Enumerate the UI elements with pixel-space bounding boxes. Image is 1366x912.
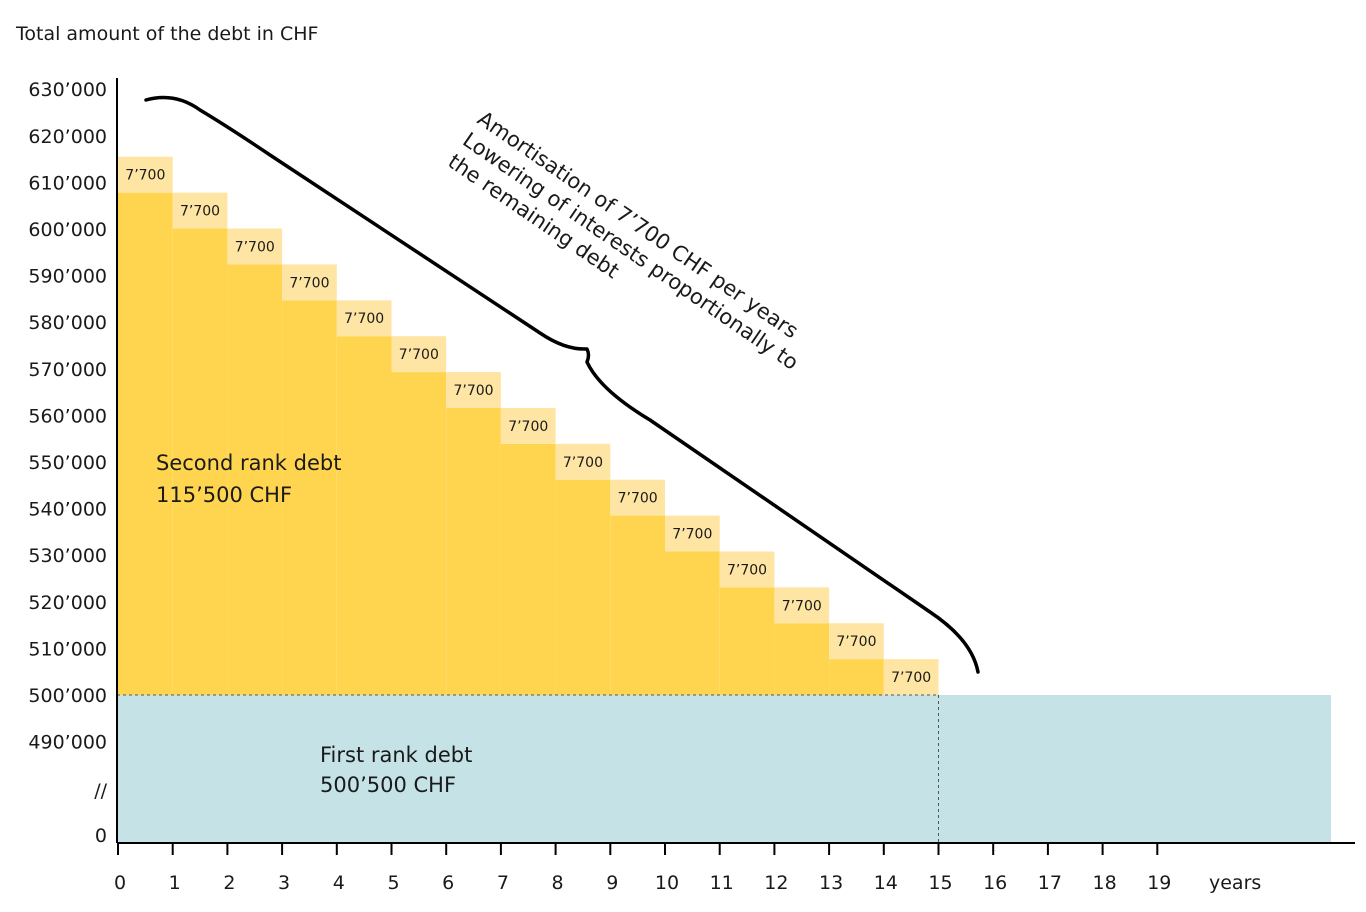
y-tick-label: 530’000 <box>28 545 107 567</box>
amortisation-step <box>282 264 337 301</box>
curly-brace-annotation <box>144 95 980 674</box>
y-tick-label: 500’000 <box>28 685 107 707</box>
amortisation-label: 7’700 <box>180 204 220 220</box>
second-rank-bar <box>282 300 337 695</box>
y-tick-label: 0 <box>95 825 107 847</box>
amortisation-label: 7’700 <box>672 527 712 543</box>
amortisation-step <box>774 587 830 624</box>
second-rank-bar <box>227 264 283 695</box>
x-tick-label: 5 <box>387 872 399 894</box>
amortisation-step <box>665 515 720 552</box>
second-rank-bar <box>610 515 665 695</box>
x-tick-label: 2 <box>223 872 235 894</box>
x-tick-label: 18 <box>1093 872 1117 894</box>
second-rank-bar <box>446 407 501 695</box>
y-tick-label: // <box>94 780 107 802</box>
first-rank-label: First rank debt <box>320 743 472 767</box>
amortisation-label: 7’700 <box>399 347 439 363</box>
annotation-line-2: Lowering of interests proportionally to <box>458 128 802 375</box>
y-axis-title: Total amount of the debt in CHF <box>15 23 318 45</box>
second-rank-bar <box>829 659 884 695</box>
second-rank-bar <box>172 228 228 695</box>
x-tick-label: 13 <box>819 872 843 894</box>
second-rank-bar <box>555 479 611 695</box>
x-axis-title: years <box>1209 872 1261 894</box>
second-rank-label: Second rank debt <box>156 451 341 475</box>
x-tick-label: 0 <box>114 872 126 894</box>
amortisation-step <box>391 336 447 373</box>
amortisation-step <box>829 623 884 660</box>
amortisation-label: 7’700 <box>344 311 384 327</box>
y-tick-label: 490’000 <box>28 732 107 754</box>
x-tick-label: 11 <box>710 872 734 894</box>
y-tick-label: 570’000 <box>28 359 107 381</box>
amortisation-label: 7’700 <box>289 275 329 291</box>
second-rank-bar <box>391 372 447 695</box>
y-tick-label: 580’000 <box>28 312 107 334</box>
amortisation-step <box>883 659 939 695</box>
x-tick-label: 17 <box>1038 872 1062 894</box>
y-tick-label: 560’000 <box>28 405 107 427</box>
x-tick-label: 14 <box>874 872 898 894</box>
amortisation-label: 7’700 <box>836 634 876 650</box>
amortisation-step <box>719 551 775 588</box>
second-rank-bar <box>774 623 830 695</box>
amortisation-label: 7’700 <box>235 239 275 255</box>
amortisation-step <box>500 407 556 444</box>
second-rank-bar <box>500 443 556 695</box>
amortisation-step <box>118 156 173 193</box>
second-rank-bar <box>118 192 173 696</box>
amortisation-label: 7’700 <box>454 383 494 399</box>
x-tick-label: 6 <box>442 872 454 894</box>
x-tick-label: 3 <box>278 872 290 894</box>
y-tick-label: 540’000 <box>28 499 107 521</box>
amortisation-label: 7’700 <box>508 419 548 435</box>
x-tick-label: 1 <box>169 872 181 894</box>
amortisation-step <box>446 372 501 408</box>
second-rank-bar <box>665 551 720 695</box>
second-rank-amount: 115’500 CHF <box>156 483 292 507</box>
y-tick-label: 620’000 <box>28 126 107 148</box>
amortisation-label: 7’700 <box>891 670 931 686</box>
amortisation-step <box>555 443 611 480</box>
amortisation-label: 7’700 <box>125 168 165 184</box>
second-rank-bar <box>719 587 775 695</box>
x-tick-label: 10 <box>655 872 679 894</box>
x-tick-label: 4 <box>333 872 345 894</box>
amortisation-label: 7’700 <box>618 491 658 507</box>
x-tick-label: 7 <box>497 872 509 894</box>
annotation-line-1: Amortisation of 7’700 CHF per years <box>473 106 803 343</box>
annotation-text: Amortisation of 7’700 CHF per years Lowe… <box>444 106 803 375</box>
amortisation-step <box>610 479 665 516</box>
amortisation-step <box>227 228 283 265</box>
y-tick-label: 510’000 <box>28 638 107 660</box>
second-rank-bar <box>336 336 392 695</box>
amortisation-label: 7’700 <box>782 598 822 614</box>
y-tick-label: 610’000 <box>28 172 107 194</box>
y-tick-label: 550’000 <box>28 452 107 474</box>
amortisation-step <box>336 300 392 337</box>
y-tick-label: 590’000 <box>28 266 107 288</box>
amortisation-step <box>172 192 228 229</box>
y-tick-label: 600’000 <box>28 219 107 241</box>
x-tick-label: 19 <box>1147 872 1171 894</box>
amortisation-label: 7’700 <box>563 455 603 471</box>
amortisation-label: 7’700 <box>727 562 767 578</box>
first-rank-amount: 500’500 CHF <box>320 773 456 797</box>
y-tick-label: 520’000 <box>28 592 107 614</box>
x-tick-label: 16 <box>983 872 1007 894</box>
x-tick-label: 15 <box>928 872 952 894</box>
y-tick-label: 630’000 <box>28 79 107 101</box>
first-rank-area <box>117 695 1331 843</box>
x-tick-label: 9 <box>606 872 618 894</box>
debt-areas: 7’700 7’700 7’700 7’700 7’700 7’700 7’700 7’700… <box>117 156 1331 843</box>
x-tick-label: 12 <box>764 872 788 894</box>
axes: 630’000 620’000 610’000 600’000 590’000 580’0… <box>28 78 1355 894</box>
x-tick-label: 8 <box>552 872 564 894</box>
